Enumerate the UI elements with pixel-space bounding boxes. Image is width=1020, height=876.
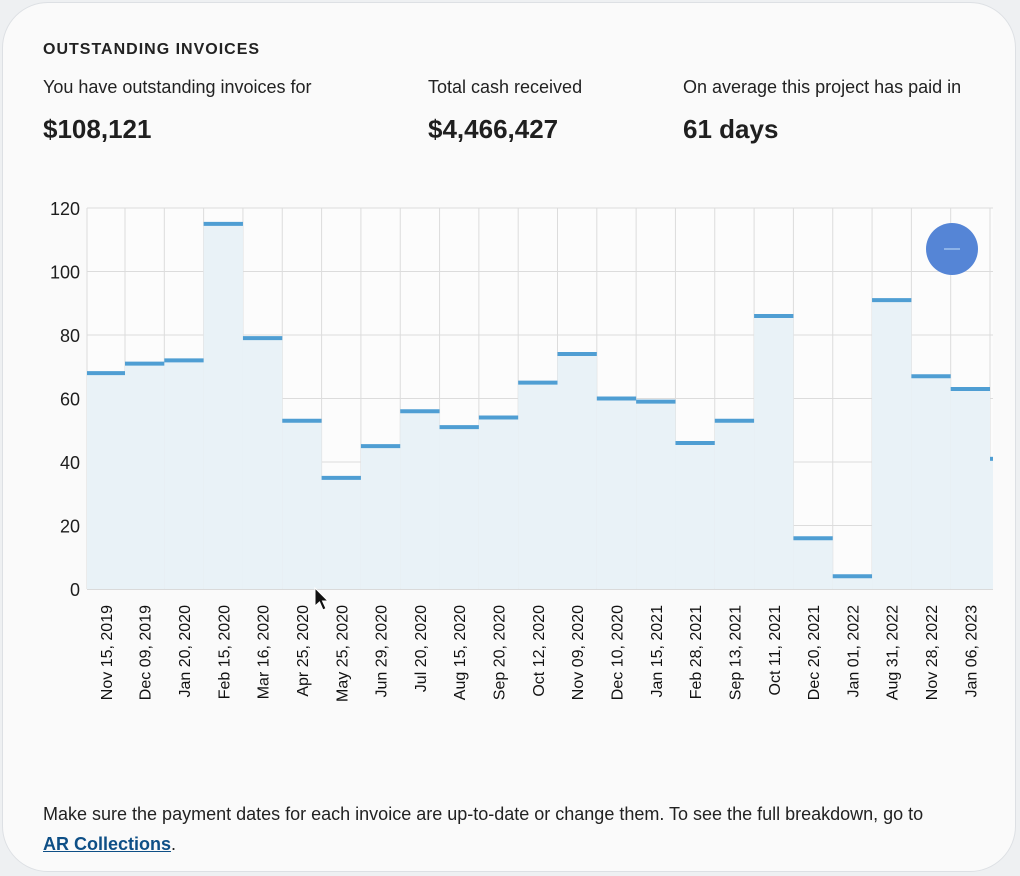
stat-cash-received-value: $4,466,427	[428, 114, 559, 144]
x-tick-label: Jan 06, 2023	[963, 605, 980, 698]
bar-fill	[872, 300, 912, 589]
x-tick-label: Jul 20, 2020	[413, 605, 430, 692]
x-tick-label: Aug 15, 2020	[452, 605, 469, 700]
stat-cash-received: Total cash received $4,466,427	[428, 77, 582, 145]
footer-note: Make sure the payment dates for each inv…	[43, 799, 943, 859]
bar-fill-partial	[990, 458, 993, 589]
bar-fill	[242, 338, 283, 589]
y-tick-label: 20	[60, 517, 80, 537]
chart-steps	[87, 221, 993, 579]
bar-fill	[911, 376, 951, 589]
x-tick-label: Jan 20, 2020	[177, 605, 194, 698]
x-axis-ticks: Nov 15, 2019 Dec 09, 2019 Jan 20, 2020 Feb …	[99, 605, 980, 702]
card-title: OUTSTANDING INVOICES	[43, 41, 261, 58]
bar-fill	[754, 315, 794, 589]
bar-fill	[518, 382, 558, 589]
stat-cash-received-label: Total cash received	[428, 77, 583, 97]
bar-fill	[478, 417, 519, 589]
bar-fill	[282, 420, 322, 589]
x-tick-label: Feb 28, 2021	[688, 605, 705, 699]
zoom-out-button[interactable]	[926, 223, 978, 275]
bar-fill	[87, 373, 125, 589]
bar-fill	[793, 538, 833, 589]
y-tick-label: 0	[70, 580, 80, 600]
bar-fill	[203, 223, 243, 589]
x-tick-label: Oct 11, 2021	[767, 605, 784, 696]
x-tick-label: Feb 15, 2020	[216, 605, 233, 699]
x-tick-label: Sep 13, 2021	[727, 605, 744, 700]
bar-fill	[360, 446, 401, 589]
bar-fill	[675, 442, 715, 589]
x-tick-label: Dec 20, 2021	[806, 605, 823, 700]
bar-fill	[400, 411, 440, 589]
bar-fill	[596, 398, 637, 589]
stat-average-paid: On average this project has paid in 61 d…	[683, 77, 961, 145]
x-tick-label: Nov 15, 2019	[99, 605, 116, 700]
x-tick-label: Jan 15, 2021	[649, 605, 666, 698]
bar-fill	[557, 354, 597, 589]
footer-text: Make sure the payment dates for each inv…	[43, 804, 924, 824]
x-tick-label: Mar 16, 2020	[256, 605, 273, 699]
chart-fills	[87, 223, 993, 589]
bar-fill	[950, 388, 990, 589]
mouse-cursor-icon	[314, 587, 330, 611]
stat-outstanding-value: $108,121	[43, 114, 152, 144]
y-tick-label: 40	[60, 453, 80, 473]
y-tick-label: 100	[50, 263, 80, 283]
ar-collections-link[interactable]: AR Collections	[43, 834, 172, 854]
bar-fill	[832, 576, 873, 589]
x-tick-label: May 25, 2020	[334, 605, 351, 702]
x-tick-label: Dec 10, 2020	[609, 605, 626, 700]
y-tick-label: 80	[60, 326, 80, 346]
bar-fill	[125, 363, 165, 589]
bar-fill	[636, 401, 676, 589]
y-tick-label: 120	[50, 199, 80, 219]
y-tick-label: 60	[60, 390, 80, 410]
bar-fill	[321, 477, 361, 589]
x-tick-label: Apr 25, 2020	[295, 605, 312, 697]
x-tick-label: Jan 01, 2022	[845, 605, 862, 698]
stat-average-paid-label: On average this project has paid in	[683, 77, 962, 97]
x-tick-label: Sep 20, 2020	[492, 605, 509, 700]
bar-fill	[714, 420, 755, 589]
x-tick-label: Oct 12, 2020	[531, 605, 548, 697]
stat-average-paid-value: 61 days	[683, 114, 779, 144]
stat-outstanding: You have outstanding invoices for $108,1…	[43, 77, 312, 145]
x-tick-label: Dec 09, 2019	[138, 605, 155, 700]
x-tick-label: Jun 29, 2020	[374, 605, 391, 698]
bar-fill	[439, 427, 479, 589]
x-tick-label: Nov 28, 2022	[924, 605, 941, 700]
footer-suffix: .	[171, 834, 177, 854]
y-axis-ticks: 0 20 40 60 80 100 120	[50, 199, 80, 600]
x-tick-label: Aug 31, 2022	[885, 605, 902, 700]
bar-fill	[164, 360, 204, 589]
stat-outstanding-label: You have outstanding invoices for	[43, 77, 312, 97]
x-tick-label: Nov 09, 2020	[570, 605, 587, 700]
